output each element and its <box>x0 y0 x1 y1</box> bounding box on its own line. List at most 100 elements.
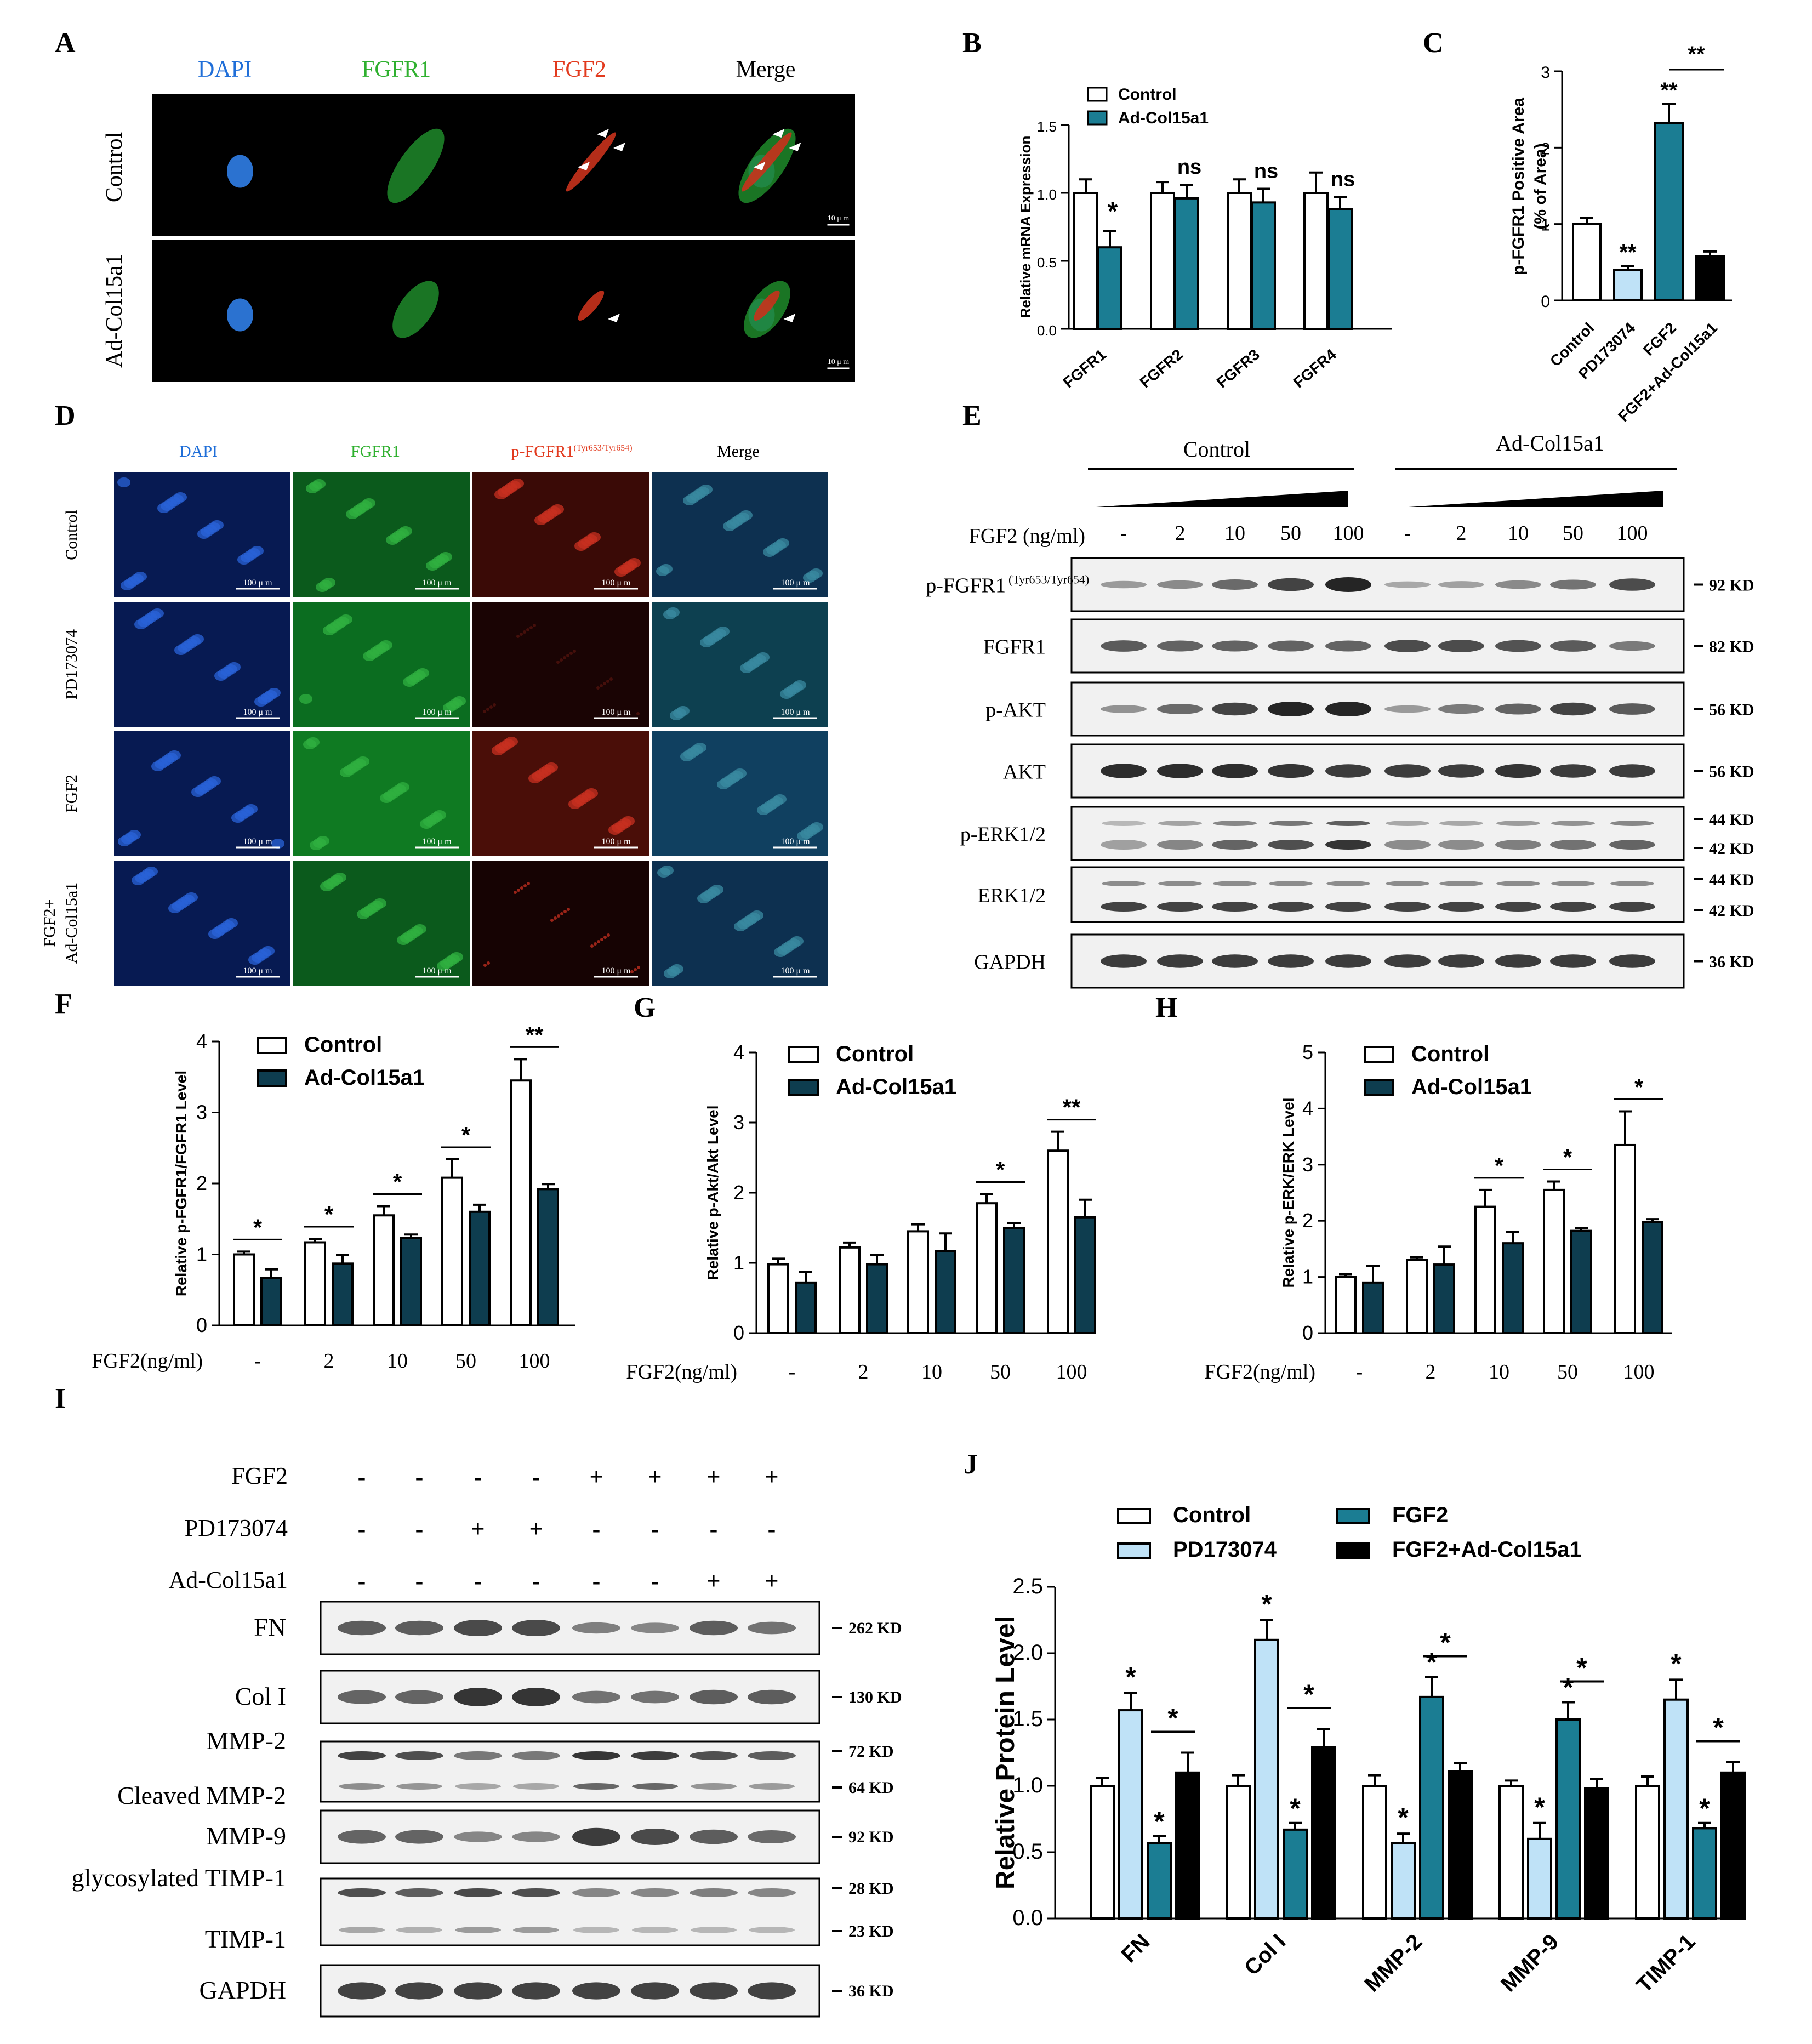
cell-dot <box>569 652 573 655</box>
legend-swatch-control <box>1364 1046 1394 1063</box>
cell-dot <box>250 546 264 556</box>
cell-dot <box>773 794 787 804</box>
blot-band <box>512 1620 560 1636</box>
group-control: Control <box>1183 437 1250 462</box>
bar-0 <box>1090 1785 1115 1920</box>
blot-band-lower <box>339 1927 385 1933</box>
legend-adcol: Ad-Col15a1 <box>1411 1075 1532 1099</box>
panelD-row-label-2: FGF2 <box>62 775 81 813</box>
legend-swatch-adcol <box>257 1069 287 1087</box>
x-tick-label: FGFR1 <box>1060 346 1109 391</box>
sig-label: * <box>324 1202 334 1227</box>
blot-band <box>454 1831 502 1842</box>
panel-letter-F: F <box>55 988 72 1020</box>
sign-plus: + <box>471 1516 485 1542</box>
cell-dot <box>306 737 320 747</box>
cell-dot <box>600 684 603 687</box>
bar-control <box>1227 192 1252 330</box>
scale-label: 100 μ m <box>601 966 631 976</box>
x-tick-label: FGF2 <box>1640 319 1680 359</box>
scale-label: 100 μ m <box>243 578 272 588</box>
blot-band <box>631 1829 679 1845</box>
cell-dot <box>630 970 634 973</box>
panel-letter-C: C <box>1423 27 1444 59</box>
bar-2 <box>1654 122 1684 301</box>
bar-adcol <box>332 1262 354 1326</box>
fgf2-signal-blob <box>578 290 605 321</box>
cell-dot <box>566 654 569 657</box>
cell-dot <box>487 961 490 965</box>
blot-band-upper <box>1269 881 1313 886</box>
blot-band-upper <box>512 1751 560 1760</box>
y-tick-label: 0.0 <box>1012 1906 1043 1930</box>
blot-band <box>1268 764 1314 778</box>
bar-adcol <box>1327 208 1353 331</box>
panelD-image-r0c0: 100 μ m <box>114 472 290 597</box>
legend-control: Control <box>836 1042 914 1066</box>
panelD-image-r1c2: 100 μ m <box>472 602 649 727</box>
bar-control <box>1150 192 1175 330</box>
legend-swatch <box>1117 1508 1151 1524</box>
sig-label: ns <box>1177 156 1201 179</box>
blot-band-upper <box>1269 821 1313 826</box>
cell-dot <box>790 936 804 946</box>
cell-dot <box>117 477 130 487</box>
panelD-col-sup: (Tyr653/Tyr654) <box>573 443 632 453</box>
blot-label: p-AKT <box>985 699 1046 722</box>
blot-band <box>1495 954 1541 968</box>
sign-minus: - <box>474 1464 482 1490</box>
blot-band <box>1550 954 1596 968</box>
y-tick-label: 1.5 <box>1037 118 1057 135</box>
panelA-divider <box>152 236 855 240</box>
y-axis-label: Relative mRNA Expression <box>1017 136 1034 318</box>
sign-plus: + <box>589 1464 603 1490</box>
blot-band <box>1438 640 1484 652</box>
blot-band <box>1384 581 1431 588</box>
cell-dot <box>607 933 610 937</box>
panelD-image-r2c1: 100 μ m <box>293 731 470 856</box>
cell-dot <box>523 630 526 634</box>
bar-0 <box>1226 1785 1251 1920</box>
fgf2-signal-blob <box>742 132 792 192</box>
bracket-sig: * <box>1576 1653 1587 1683</box>
panelD-image-r1c1: 100 μ m <box>293 602 470 727</box>
dose-label: FGF2 (ng/ml) <box>969 525 1085 548</box>
blot-band <box>690 1689 738 1705</box>
y-axis-label: Relative p-Akt/Akt Level <box>704 1106 721 1280</box>
blot-band <box>512 1831 560 1842</box>
blot-band <box>631 1690 679 1704</box>
blot-band <box>748 1982 796 2000</box>
bracket-sig: * <box>1440 1627 1451 1658</box>
bar-control <box>1474 1205 1496 1335</box>
bar-2 <box>1147 1842 1172 1920</box>
legend-item: Control <box>1173 1503 1251 1527</box>
cell-dot <box>316 836 329 846</box>
arrowhead-icon <box>608 314 620 322</box>
blot-label-upper: glycosylated TIMP-1 <box>72 1864 286 1892</box>
blot-band <box>572 1982 620 2000</box>
panelD-col-merge: Merge <box>717 442 760 460</box>
scale-label: 100 μ m <box>243 708 272 717</box>
blot-band <box>748 1689 796 1705</box>
panelA-image-r1c0 <box>227 298 253 332</box>
blot-label-upper: MMP-2 <box>206 1727 286 1755</box>
sig-pd: * <box>1261 1589 1272 1620</box>
cell-dot <box>545 762 558 772</box>
bar-control <box>441 1176 463 1326</box>
bar-control <box>304 1241 326 1327</box>
blot-label: Col I <box>235 1682 286 1710</box>
dose-value: 50 <box>1563 522 1583 545</box>
sig-label: * <box>393 1169 402 1194</box>
cell-dot <box>523 884 527 887</box>
kd-label: 130 KD <box>848 1688 902 1706</box>
legend-adcol: Ad-Col15a1 <box>1118 109 1209 127</box>
bar-1 <box>1118 1709 1143 1920</box>
blot-band <box>748 1830 796 1843</box>
blot-band <box>572 1690 620 1704</box>
arrowhead-icon <box>753 162 766 170</box>
cell-dot <box>526 628 529 631</box>
panel-letter-B: B <box>962 27 982 59</box>
blot-band <box>1268 954 1314 968</box>
panelD-col-pfgfr1: p-FGFR1 <box>511 442 574 460</box>
bar-1 <box>1663 1698 1689 1920</box>
